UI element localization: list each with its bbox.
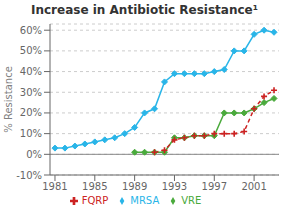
- svg-text:20%: 20%: [20, 107, 42, 118]
- svg-text:-10%: -10%: [16, 170, 42, 181]
- html-text:MRSA: MRSA: [130, 195, 160, 206]
- svg-text:60%: 60%: [20, 25, 42, 36]
- svg-text:10%: 10%: [20, 128, 42, 139]
- svg-text:1989: 1989: [122, 181, 147, 192]
- html-text:Increase in Antibiotic Resista: Increase in Antibiotic Resistance¹: [31, 3, 258, 17]
- svg-text:50%: 50%: [20, 45, 42, 56]
- svg-text:1993: 1993: [162, 181, 187, 192]
- svg-text:1981: 1981: [42, 181, 67, 192]
- svg-text:2001: 2001: [241, 181, 266, 192]
- svg-text:% Resistance: % Resistance: [8, 66, 14, 133]
- svg-text:1997: 1997: [202, 181, 227, 192]
- svg-text:1985: 1985: [82, 181, 107, 192]
- html-text:FQRP: FQRP: [81, 195, 109, 206]
- svg-text:40%: 40%: [20, 66, 42, 77]
- svg-text:30%: 30%: [20, 87, 42, 98]
- svg-text:0%: 0%: [26, 149, 42, 160]
- html-text:VRE: VRE: [181, 195, 202, 206]
